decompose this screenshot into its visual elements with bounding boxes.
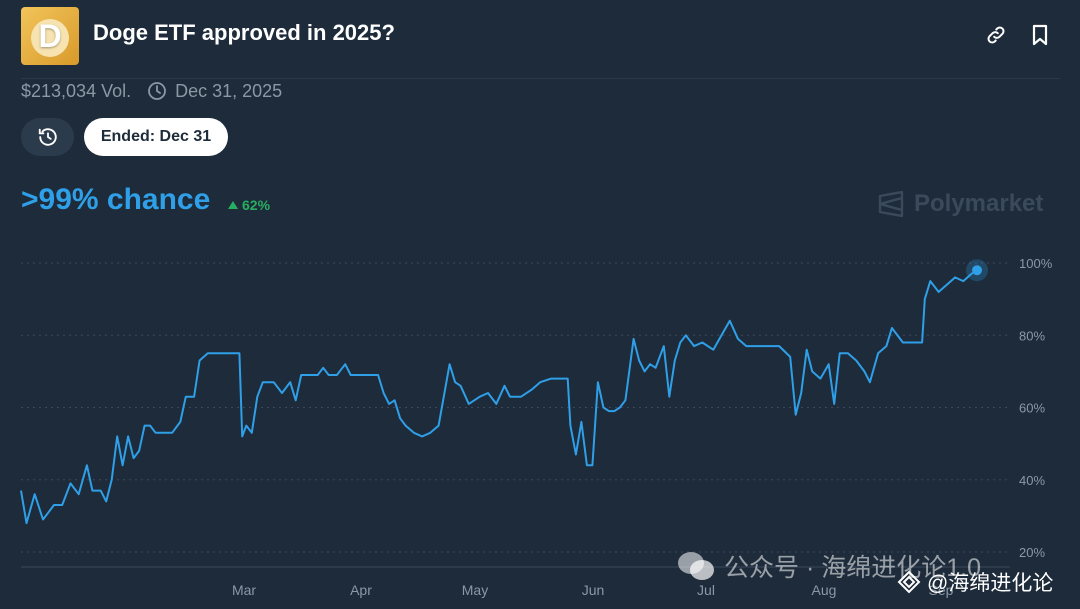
brand-name: Polymarket — [914, 190, 1044, 217]
polymarket-brand: Polymarket — [878, 190, 1043, 218]
change-percent: 62% — [242, 197, 271, 213]
logo-letter: D — [38, 17, 62, 54]
doge-face-shape — [31, 19, 69, 57]
bookmark-icon[interactable] — [1027, 22, 1053, 48]
end-date-text: Dec 31, 2025 — [175, 80, 283, 101]
ended-date-button[interactable]: Ended: Dec 31 — [84, 118, 228, 156]
x-tick-label: Mar — [232, 582, 256, 598]
wechat-watermark-text: 公众号 · 海绵进化论1.0 — [724, 554, 981, 582]
endpoint-dot — [972, 265, 983, 276]
series-line — [20, 269, 978, 525]
y-tick-label: 40% — [1019, 473, 1045, 488]
y-tick-label: 100% — [1019, 256, 1053, 271]
x-tick-label: May — [462, 582, 488, 598]
up-triangle-icon — [228, 201, 238, 209]
y-tick-label: 20% — [1019, 545, 1045, 560]
probability-change: 62% — [228, 197, 270, 213]
wechat-icon — [676, 550, 716, 582]
y-tick-label: 80% — [1019, 328, 1045, 343]
x-tick-label: Jun — [582, 582, 605, 598]
volume-text: $213,034 Vol. — [21, 80, 132, 101]
header-divider — [21, 78, 1060, 79]
y-tick-label: 60% — [1019, 401, 1045, 416]
link-icon[interactable] — [983, 22, 1009, 48]
market-header: D Doge ETF approved in 2025? — [0, 0, 1080, 78]
wechat-watermark: 公众号 · 海绵进化论1.0 — [676, 548, 981, 584]
history-button[interactable] — [21, 118, 74, 156]
x-tick-label: Aug — [812, 582, 837, 598]
diamond-logo-icon — [897, 570, 921, 594]
history-icon — [37, 126, 59, 148]
probability-chart: 100% 80% 60% 40% 20% Mar Apr May Jun Jul Aug Sep — [20, 256, 1053, 598]
x-tick-label: Sep — [929, 582, 954, 598]
polymarket-logo-icon — [878, 190, 904, 218]
x-tick-label: Jul — [697, 582, 715, 598]
zhihu-watermark: @海绵进化论 — [897, 567, 1053, 597]
probability-text: >99% chance — [21, 183, 211, 216]
market-logo: D — [21, 7, 79, 65]
clock-icon — [147, 81, 167, 101]
market-meta: $213,034 Vol. Dec 31, 2025 — [21, 80, 282, 102]
market-title: Doge ETF approved in 2025? — [93, 20, 395, 45]
x-tick-label: Apr — [350, 582, 372, 598]
zhihu-watermark-text: @海绵进化论 — [927, 572, 1054, 595]
